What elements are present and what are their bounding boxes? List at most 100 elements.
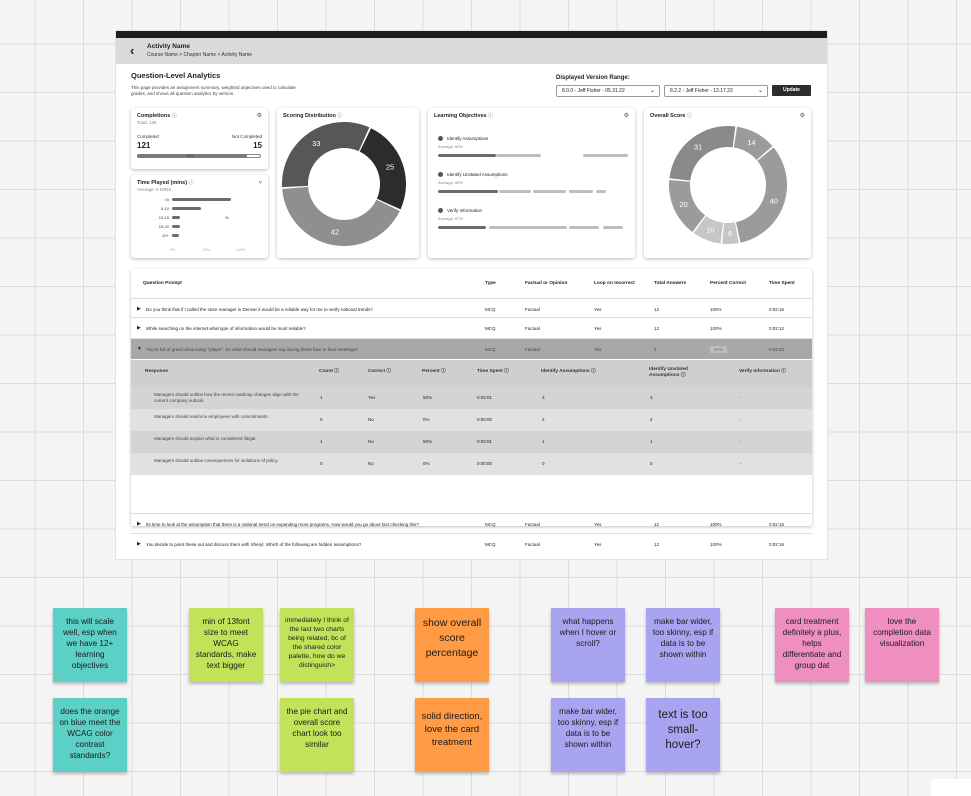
cell-time: 0:02:12: [769, 326, 785, 331]
sticky-note[interactable]: min of 13font size to meet WCAG standard…: [189, 608, 263, 682]
cell-loop: Yes: [594, 522, 602, 527]
donut-slice[interactable]: [359, 128, 406, 210]
cell-type: MCQ: [485, 326, 496, 331]
back-arrow-icon[interactable]: ‹: [130, 43, 135, 58]
cell-response: Managers should outline how the recent r…: [154, 392, 299, 403]
cell-fo: Factual: [525, 307, 540, 312]
objective-bar-segment: [489, 226, 567, 229]
settings-icon[interactable]: ⚙: [623, 113, 629, 119]
cell-percent: 0%: [423, 461, 430, 466]
th-type: Type: [485, 281, 496, 286]
cell-percent: 50%: [423, 439, 433, 444]
caret-right-icon[interactable]: ▶: [137, 521, 141, 527]
caret-right-icon[interactable]: ▶: [137, 306, 141, 312]
table-row[interactable]: ▶ Do you think that if I called the store…: [131, 298, 812, 319]
objective-bar-segment: [569, 226, 599, 229]
table-row[interactable]: ▶ Its time to look at the assumption that…: [131, 513, 812, 534]
cell-fo: Factual: [525, 522, 540, 527]
objectives-title: Learning Objectives ⓘ: [434, 113, 494, 119]
sub-header: Count ⓘ: [319, 369, 339, 374]
cell-count: 0: [320, 417, 323, 422]
response-subheader: Response Count ⓘ Correct ⓘ Percent ⓘ Time Sp…: [131, 360, 812, 387]
histogram-bar: [172, 198, 231, 201]
cell-vi: -: [740, 417, 742, 422]
histogram-bin-label: <5: [164, 197, 169, 202]
question-table: Question Prompt Type Factual or Opinion …: [131, 269, 812, 547]
cell-iua: 0: [650, 461, 653, 466]
cell-vi: -: [740, 461, 742, 466]
sticky-note[interactable]: the pie chart and overall score chart lo…: [280, 698, 354, 772]
question-prompt: You decide to point these out and discus…: [146, 542, 362, 547]
histogram-bin-label: 15-20: [158, 224, 169, 229]
response-row[interactable]: Managers should reinforce employees with…: [131, 409, 812, 431]
response-row[interactable]: Managers should outline consequences for…: [131, 453, 812, 475]
th-percent-correct: Percent Correct: [710, 281, 746, 286]
not-completed-label: Not Completed: [231, 134, 262, 139]
time-played-title: Time Played (mins) ⓘ: [137, 180, 194, 186]
donut-slice[interactable]: [693, 215, 724, 244]
sticky-note[interactable]: solid direction, love the card treatment: [415, 698, 489, 772]
objective-bar-segment: [496, 154, 541, 157]
cell-type: MCQ: [485, 347, 496, 352]
sticky-note[interactable]: show overall score percentage: [415, 608, 489, 682]
completions-title: Completions ⓘ: [137, 113, 177, 119]
cell-iua: 2: [650, 417, 653, 422]
caret-down-icon[interactable]: ▼: [137, 346, 142, 352]
settings-icon[interactable]: ⚙: [799, 113, 805, 119]
completed-value: 121: [137, 141, 151, 150]
table-row[interactable]: ▶ While searching on the internet what ty…: [131, 317, 812, 338]
table-row[interactable]: ▶ You decide to point these out and discu…: [131, 533, 812, 554]
donut-slice[interactable]: [669, 125, 736, 181]
cell-response: Managers should reinforce employees with…: [154, 414, 269, 419]
info-icon: ⓘ: [488, 113, 494, 119]
sticky-note[interactable]: does the orange on blue meet the WCAG co…: [53, 698, 127, 772]
donut-slice-label: 10: [706, 226, 714, 235]
version-from-select[interactable]: 8.0.0 - Jeff Fisher - 05.31.22 ⌄: [556, 85, 660, 97]
scoring-title: Scoring Distribution ⓘ: [283, 113, 343, 119]
response-row[interactable]: Managers should outline how the recent r…: [131, 387, 812, 409]
cell-time: 0:02:16: [769, 542, 785, 547]
cell-pct: 100%: [710, 522, 722, 527]
settings-icon[interactable]: ⚙: [256, 113, 262, 119]
caret-right-icon[interactable]: ▶: [137, 541, 141, 547]
objective-bar-segment: [499, 190, 531, 193]
donut-slice[interactable]: [722, 222, 739, 245]
sticky-note[interactable]: immediately I think of the last two char…: [280, 608, 354, 682]
cell-response: Managers should explain what is consider…: [154, 436, 257, 441]
sticky-note[interactable]: love the completion data visualization: [865, 608, 939, 682]
table-row[interactable]: ▼ You're full of great ideas today "playe…: [131, 338, 812, 359]
filter-icon[interactable]: ▿: [258, 180, 262, 186]
donut-slice[interactable]: [736, 147, 787, 243]
histogram-bin-label: 20+: [162, 233, 169, 238]
version-range-label: Displayed Version Range:: [556, 75, 630, 81]
donut-slice[interactable]: [733, 126, 773, 160]
info-icon: ⓘ: [687, 113, 693, 119]
donut-slice[interactable]: [669, 179, 706, 233]
histogram-bar: [172, 225, 181, 228]
cell-count: 1: [320, 395, 323, 400]
response-row[interactable]: Managers should explain what is consider…: [131, 431, 812, 453]
cell-time: 0:02:01: [477, 395, 493, 400]
sticky-note[interactable]: make bar wider, too skinny, esp if data …: [646, 608, 720, 682]
donut-slice[interactable]: [282, 122, 370, 188]
version-to-value: 8.2.2 - Jeff Fisher - 13.17.22: [670, 88, 733, 94]
cell-time: 0:00:00: [477, 417, 493, 422]
info-icon: ⓘ: [171, 113, 177, 119]
caret-right-icon[interactable]: ▶: [137, 325, 141, 331]
cell-fo: Factual: [525, 542, 540, 547]
cell-ia: 2: [542, 417, 545, 422]
sticky-note[interactable]: what happens when I hover or scroll?: [551, 608, 625, 682]
donut-slice[interactable]: [282, 186, 400, 246]
sub-header: Percent ⓘ: [422, 369, 446, 374]
version-from-value: 8.0.0 - Jeff Fisher - 05.31.22: [562, 88, 625, 94]
cell-ia: 0: [542, 461, 545, 466]
th-factual-opinion: Factual or Opinion: [525, 281, 568, 286]
sticky-note[interactable]: card treatment definitely a plus, helps …: [775, 608, 849, 682]
sticky-note[interactable]: text is too small- hover?: [646, 698, 720, 772]
version-to-select[interactable]: 8.2.2 - Jeff Fisher - 13.17.22 ⌄: [664, 85, 768, 97]
cell-correct: No: [368, 461, 374, 466]
cell-type: MCQ: [485, 307, 496, 312]
sticky-note[interactable]: this will scale well, esp when we have 1…: [53, 608, 127, 682]
sticky-note[interactable]: make bar wider, too skinny, esp if data …: [551, 698, 625, 772]
update-button[interactable]: Update: [772, 85, 811, 96]
